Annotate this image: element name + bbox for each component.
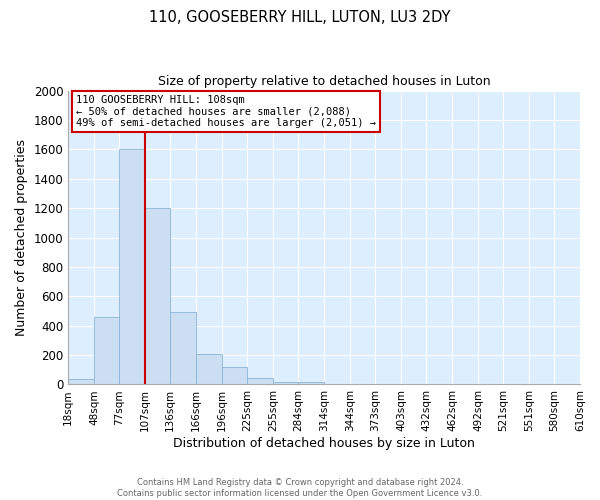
Text: Contains HM Land Registry data © Crown copyright and database right 2024.
Contai: Contains HM Land Registry data © Crown c… [118, 478, 482, 498]
X-axis label: Distribution of detached houses by size in Luton: Distribution of detached houses by size … [173, 437, 475, 450]
Bar [247, 378, 273, 384]
Bar [273, 382, 298, 384]
Text: 110 GOOSEBERRY HILL: 108sqm
← 50% of detached houses are smaller (2,088)
49% of : 110 GOOSEBERRY HILL: 108sqm ← 50% of det… [76, 95, 376, 128]
Text: 110, GOOSEBERRY HILL, LUTON, LU3 2DY: 110, GOOSEBERRY HILL, LUTON, LU3 2DY [149, 10, 451, 25]
Bar [170, 312, 196, 384]
Bar [94, 317, 119, 384]
Title: Size of property relative to detached houses in Luton: Size of property relative to detached ho… [158, 75, 490, 88]
Bar [145, 208, 170, 384]
Bar [68, 380, 94, 384]
Bar [119, 150, 145, 384]
Y-axis label: Number of detached properties: Number of detached properties [15, 139, 28, 336]
Bar [298, 382, 324, 384]
Bar [222, 367, 247, 384]
Bar [196, 354, 222, 384]
